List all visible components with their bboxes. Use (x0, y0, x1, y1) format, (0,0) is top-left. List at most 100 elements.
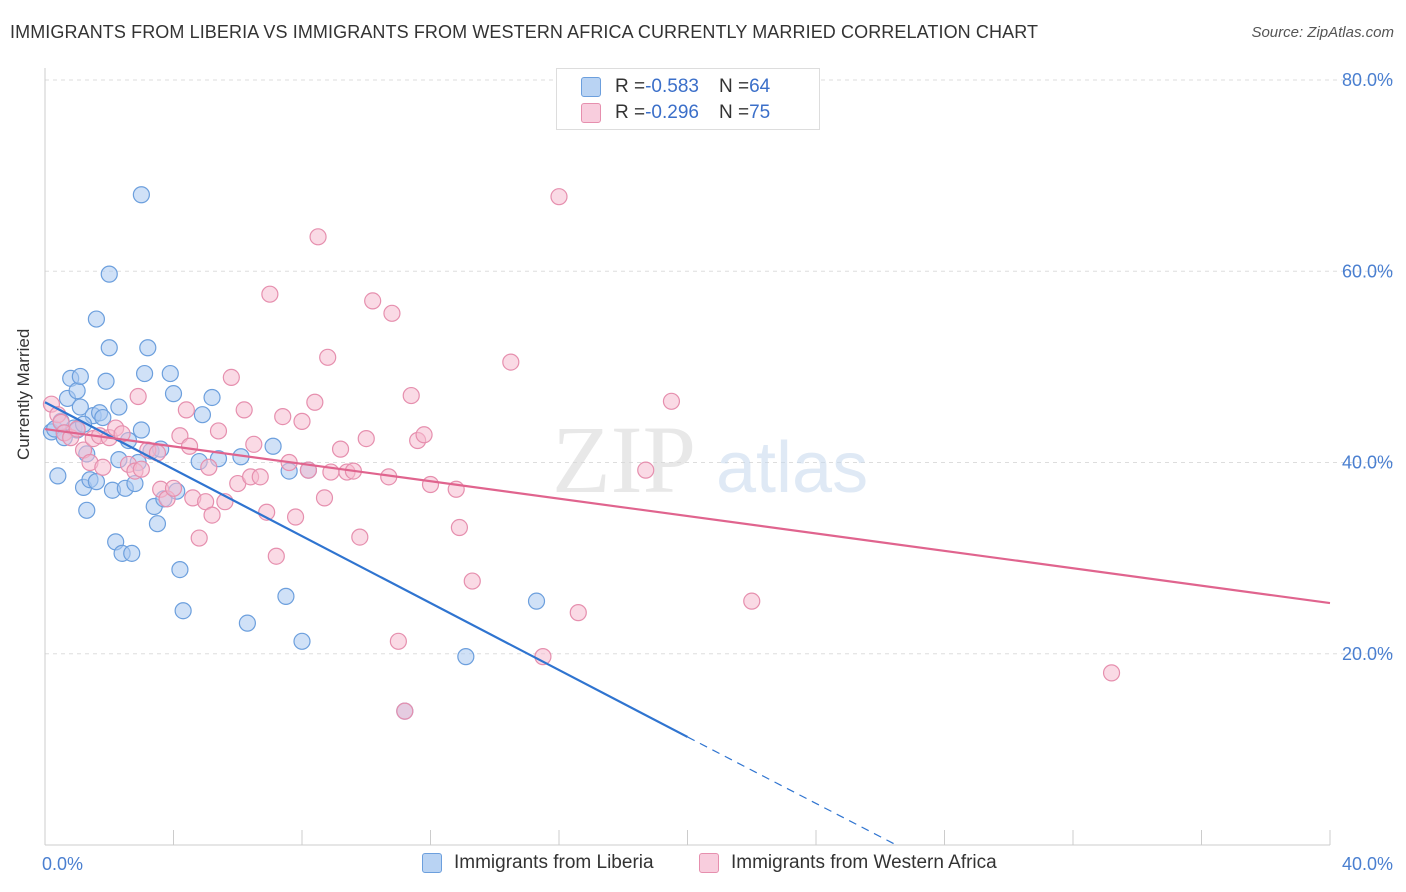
y-tick-label: 20.0% (1342, 644, 1393, 664)
western-africa-point (421, 475, 440, 494)
western-africa-point (637, 461, 655, 479)
western-africa-point (569, 604, 587, 622)
western-africa-point (463, 572, 481, 590)
legend-item-western-africa[interactable]: Immigrants from Western Africa (699, 852, 997, 874)
western-africa-point (245, 435, 263, 453)
western-africa-point (450, 518, 469, 537)
watermark-zip: ZIP (552, 406, 696, 513)
western-africa-point (164, 479, 183, 497)
liberia-point (132, 186, 150, 204)
western-africa-point (351, 528, 369, 546)
liberia-point (123, 544, 141, 562)
liberia-point (203, 388, 221, 407)
x-tick-label: 0.0% (42, 854, 83, 874)
stats-row-western-africa: R = -0.296 N = 75 (581, 100, 770, 126)
western-africa-point (286, 508, 305, 526)
stats-legend: R = -0.583 N = 64 R = -0.296 N = 75 (556, 68, 820, 130)
western-africa-swatch (581, 103, 601, 123)
stats-row-liberia: R = -0.583 N = 64 (581, 74, 770, 100)
western-africa-point (267, 547, 285, 565)
western-africa-point (389, 632, 407, 650)
western-africa-point (274, 408, 292, 426)
axes (44, 68, 1331, 846)
series-western-africa-points (42, 188, 1121, 720)
n-label: N = (718, 76, 750, 97)
western-africa-point (331, 440, 350, 458)
liberia-point (132, 421, 150, 439)
liberia-point (100, 339, 118, 357)
y-tick-label: 80.0% (1342, 70, 1393, 90)
western-africa-swatch (699, 853, 719, 873)
source-label: Source: ZipAtlas.com (1251, 24, 1394, 41)
watermark: ZIP atlas (552, 406, 868, 513)
liberia-point (264, 437, 282, 455)
western-africa-point (251, 468, 269, 486)
r-value: -0.296 (645, 102, 699, 123)
liberia-point (135, 364, 154, 383)
western-africa-trend-line (44, 427, 1331, 605)
liberia-trend-line (44, 401, 689, 738)
liberia-point (457, 648, 475, 666)
liberia-point (87, 473, 106, 491)
liberia-point (139, 339, 157, 357)
liberia-point (277, 587, 295, 605)
western-africa-point (132, 460, 150, 478)
liberia-point (161, 364, 179, 383)
y-tick-labels: 20.0% 40.0% 60.0% 80.0% (1342, 70, 1393, 664)
western-africa-point (209, 422, 228, 440)
western-africa-point (364, 292, 382, 310)
liberia-point (94, 408, 112, 427)
r-value: -0.583 (645, 76, 699, 97)
liberia-point (110, 398, 128, 416)
western-africa-point (315, 489, 334, 507)
legend-label-liberia: Immigrants from Liberia (454, 852, 654, 873)
liberia-point (49, 467, 67, 485)
western-africa-point (357, 429, 375, 448)
trend-lines (44, 401, 1331, 846)
n-label: N = (718, 102, 750, 123)
legend-item-liberia[interactable]: Immigrants from Liberia (422, 852, 654, 874)
y-tick-label: 40.0% (1342, 453, 1393, 473)
liberia-point (97, 372, 115, 390)
x-tick-labels: 0.0% 40.0% (42, 854, 1393, 874)
western-africa-point (129, 387, 147, 406)
grid-lines (45, 79, 1393, 655)
n-value: 64 (749, 76, 771, 97)
series-liberia-points (42, 186, 546, 720)
western-africa-point (396, 702, 414, 720)
western-africa-point (171, 427, 189, 445)
liberia-point (71, 398, 89, 416)
liberia-point (164, 385, 183, 403)
western-africa-point (190, 529, 208, 547)
western-africa-point (662, 392, 681, 410)
series-legend: Immigrants from Liberia Immigrants from … (0, 852, 1406, 878)
western-africa-point (402, 386, 420, 405)
liberia-swatch (422, 853, 442, 873)
legend-label-western-africa: Immigrants from Western Africa (731, 852, 997, 873)
western-africa-point (550, 188, 568, 206)
western-africa-point (1102, 664, 1121, 682)
western-africa-point (306, 393, 324, 411)
western-africa-point (743, 592, 761, 610)
liberia-point (293, 632, 311, 650)
liberia-point (171, 560, 189, 579)
western-africa-point (180, 437, 199, 455)
r-label: R = (615, 76, 646, 97)
x-tick-label: 40.0% (1342, 854, 1393, 874)
western-africa-point (502, 353, 520, 371)
chart-title: IMMIGRANTS FROM LIBERIA VS IMMIGRANTS FR… (10, 22, 1039, 42)
n-value: 75 (749, 102, 771, 123)
western-africa-point (319, 348, 337, 366)
liberia-trend-extension (687, 736, 897, 846)
liberia-point (71, 367, 89, 386)
western-africa-point (261, 285, 279, 303)
y-tick-label: 60.0% (1342, 261, 1393, 281)
liberia-point (193, 406, 212, 424)
western-africa-point (309, 228, 327, 246)
western-africa-point (200, 458, 218, 476)
western-africa-point (383, 304, 401, 322)
r-label: R = (615, 102, 646, 123)
liberia-point (78, 501, 96, 519)
western-africa-point (203, 506, 221, 524)
liberia-point (87, 310, 106, 328)
